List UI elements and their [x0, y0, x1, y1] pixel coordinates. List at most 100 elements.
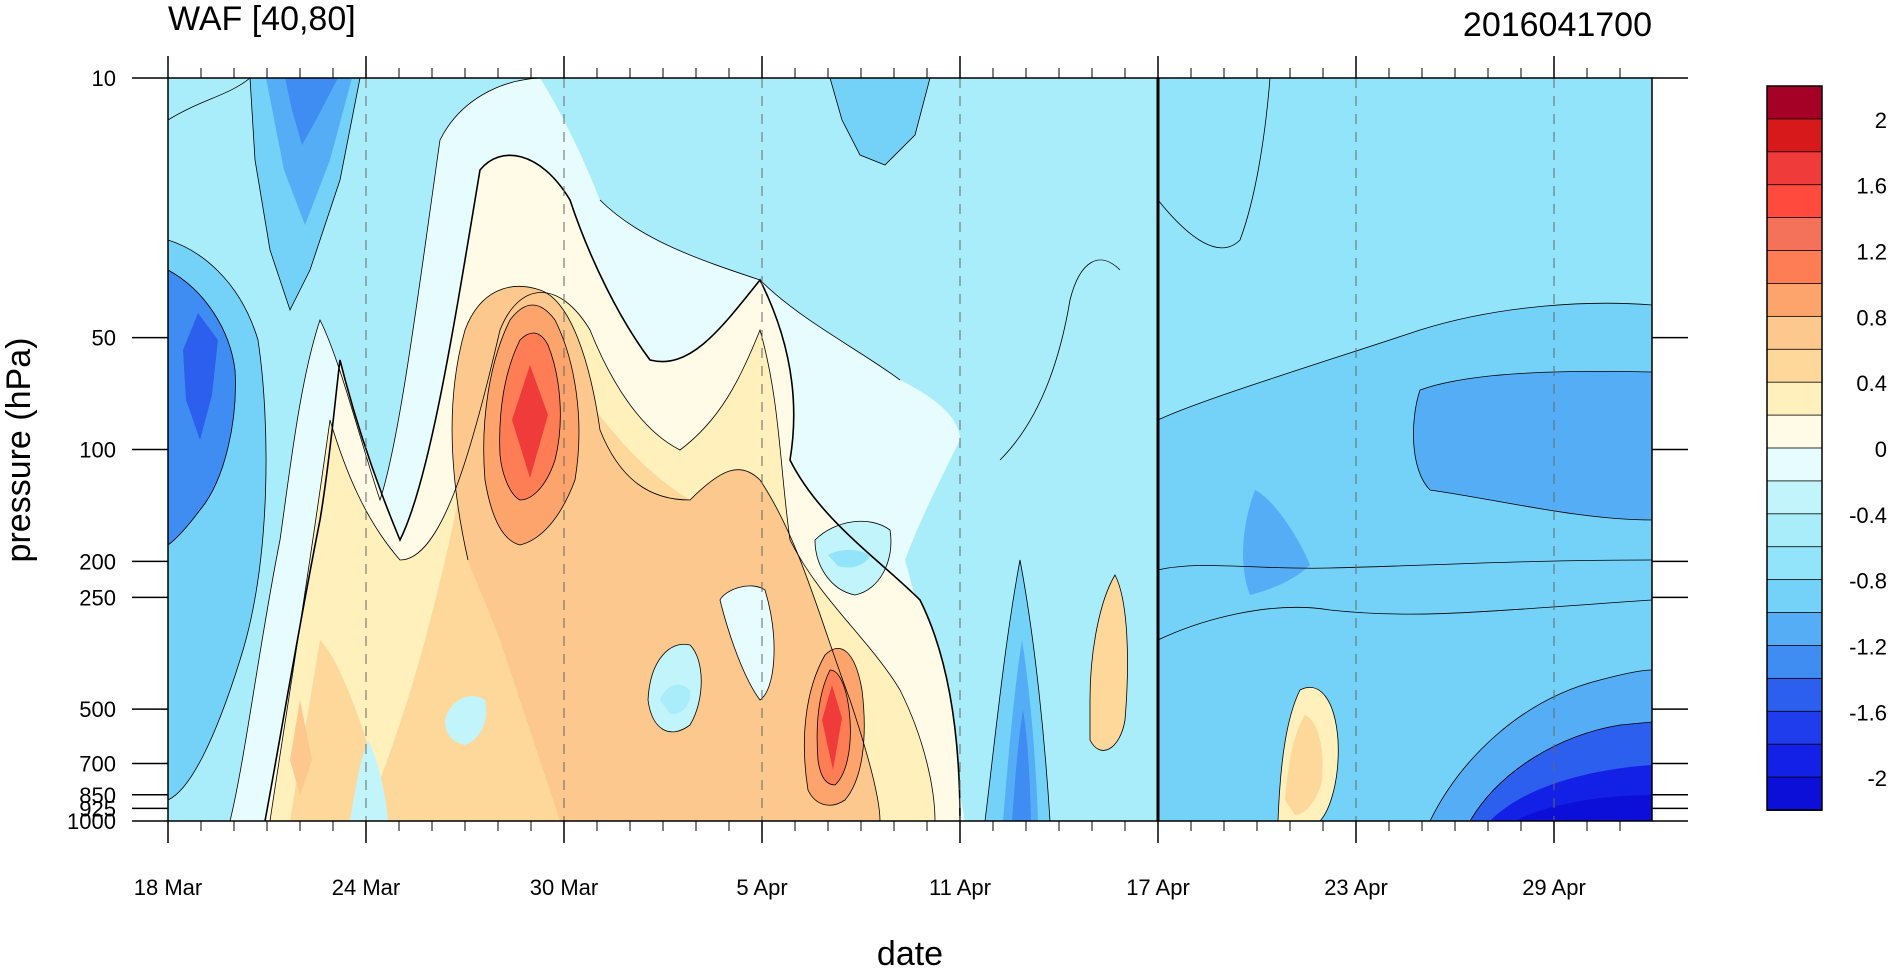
contour-line-8	[168, 239, 267, 801]
contour-line-14	[1429, 669, 1652, 821]
colorbar-label: 2	[1875, 108, 1887, 133]
contour-line-24	[1157, 78, 1271, 249]
colorbar-swatch	[1766, 348, 1823, 384]
colorbar-swatch	[1766, 414, 1823, 449]
contour-line-11	[829, 78, 931, 166]
contour-line-2	[269, 292, 936, 821]
colorbar-swatch	[1766, 85, 1823, 120]
y-axis-label: pressure (hPa)	[0, 338, 38, 563]
contour-line-23	[599, 199, 901, 381]
x-tick-label: 29 Apr	[1522, 875, 1586, 900]
contour-line-zero	[264, 154, 961, 821]
contour-line-4	[483, 304, 580, 546]
colorbar-swatch	[1766, 118, 1823, 153]
contour-line-6	[804, 648, 865, 806]
colorbar-label: 0.8	[1856, 305, 1887, 330]
colorbar-swatch	[1766, 513, 1823, 548]
contour-zero-apr4	[720, 585, 775, 700]
title-right: 2016041700	[1463, 6, 1652, 44]
colorbar-swatch	[1766, 447, 1823, 482]
colorbar-label: -0.4	[1849, 503, 1887, 528]
colorbar-swatch	[1766, 776, 1823, 811]
contour-line-20	[647, 643, 702, 733]
y-tick-label: 100	[79, 438, 116, 463]
y-tick-label: 250	[79, 585, 116, 610]
contour-lines	[168, 78, 1652, 821]
contour-line-26	[1157, 599, 1652, 641]
contour-pos-apr21-core	[1285, 715, 1323, 815]
contour-pos-apr16	[1090, 575, 1128, 751]
y-tick-label: 700	[79, 751, 116, 776]
contour-pos-mar22	[290, 700, 312, 795]
colorbar-frame	[1766, 85, 1823, 811]
y-tick-label: 50	[92, 326, 116, 351]
contour-line-22	[168, 78, 251, 121]
y-tick-label: 10	[92, 66, 116, 91]
x-tick-label: 30 Mar	[530, 875, 598, 900]
contour-neg-mid-right-core	[1413, 371, 1652, 520]
contour-neg-mid-blob	[1243, 490, 1310, 595]
contour-line-15	[1469, 721, 1652, 821]
colorbar-swatch	[1766, 217, 1823, 252]
colorbar-swatch	[1766, 283, 1823, 318]
colorbar-label: -2	[1867, 766, 1887, 791]
x-axis-label: date	[877, 935, 943, 968]
colorbar-swatch	[1766, 151, 1823, 186]
y-tick-label: 850	[79, 783, 116, 808]
x-tick-label: 18 Mar	[134, 875, 202, 900]
contour-neg-left-min	[183, 313, 218, 440]
x-tick-label: 24 Mar	[332, 875, 400, 900]
colorbar-swatch	[1766, 184, 1823, 219]
colorbar-swatch	[1766, 710, 1823, 746]
contour-neg-top-mid	[830, 78, 930, 165]
colorbar-swatch	[1766, 546, 1823, 581]
contour-line-7	[816, 669, 851, 786]
contour-neg-mar27	[445, 696, 487, 745]
colorbar-swatch	[1766, 612, 1823, 647]
colorbar-label: 1.6	[1856, 174, 1887, 199]
contour-line-5	[499, 332, 561, 501]
contour-neg-apr3-core	[660, 684, 691, 715]
colorbar-label: -1.6	[1849, 700, 1887, 725]
colorbar-swatch	[1766, 250, 1823, 285]
contour-line-17	[1089, 574, 1128, 751]
title-left: WAF [40,80]	[168, 0, 356, 38]
contour-line-9	[168, 269, 236, 546]
plot-area	[168, 78, 1652, 821]
contour-neg-top-left-min	[285, 78, 338, 145]
y-tick-label: 200	[79, 549, 116, 574]
x-axis: 18 Mar 24 Mar 30 Mar 5 Apr 11 Apr 17 Apr 23 Ap…	[134, 56, 1621, 900]
y-tick-label: 500	[79, 697, 116, 722]
contour-pos-16	[512, 365, 548, 478]
contour-line-1	[229, 78, 541, 821]
colorbar-label: 0.4	[1856, 371, 1887, 396]
colorbar-swatch	[1766, 645, 1823, 680]
x-tick-label: 5 Apr	[736, 875, 787, 900]
contour-neg-bottom-right-min	[1515, 795, 1652, 821]
contour-line-27	[999, 259, 1121, 461]
contour-line-18	[1277, 687, 1339, 821]
colorbar: 2 1.6 1.2 0.8 0.4 0 -0.4 -0.8 -1.2 -1.6 -2	[1766, 85, 1887, 811]
colorbar-label: 1.2	[1856, 240, 1887, 265]
colorbar-swatch	[1766, 743, 1823, 778]
contour-line-19	[719, 585, 775, 701]
colorbar-swatch	[1766, 315, 1823, 351]
x-tick-label: 23 Apr	[1324, 875, 1388, 900]
contour-line-12	[1157, 302, 1652, 421]
colorbar-swatch	[1766, 677, 1823, 713]
contour-line-3	[451, 286, 881, 821]
contour-line-16	[984, 559, 1051, 821]
contour-neg-column-apr13-min	[1012, 710, 1031, 821]
contour-neg-mar25	[350, 740, 388, 821]
x-tick-label: 17 Apr	[1126, 875, 1190, 900]
contour-line-13	[1413, 370, 1652, 521]
y-tick-label: 1000	[67, 809, 116, 834]
colorbar-swatch	[1766, 480, 1823, 515]
colorbar-swatch	[1766, 381, 1823, 416]
contour-pos-apr7-max	[822, 685, 842, 770]
contour-line-21	[814, 520, 892, 596]
x-tick-label: 11 Apr	[929, 875, 991, 900]
colorbar-label: 0	[1875, 437, 1887, 462]
